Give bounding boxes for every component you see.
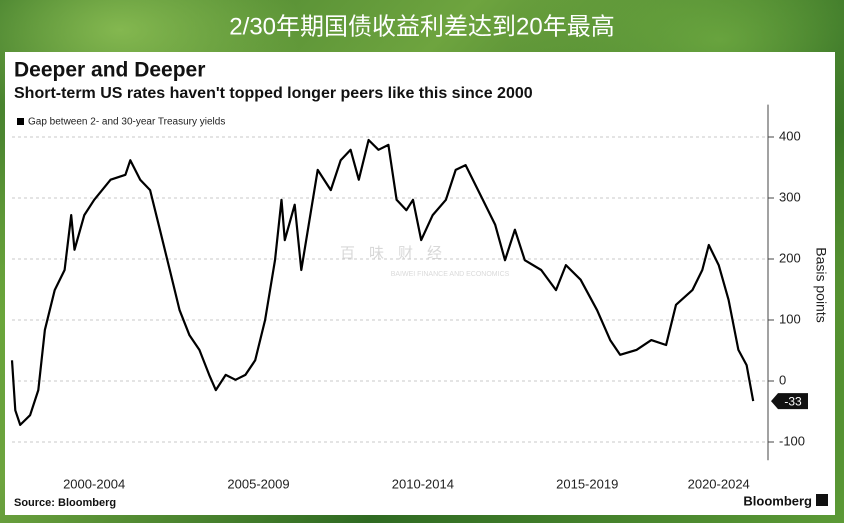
watermark-subtext: BAIWEI FINANCE AND ECONOMICS	[391, 271, 510, 278]
x-tick-label: 2005-2009	[227, 476, 289, 491]
brand-icon	[816, 494, 828, 506]
banner-title: 2/30年期国债收益利差达到20年最高	[229, 13, 614, 40]
y-axis-label: Basis points	[813, 247, 829, 322]
watermark-text: 百味财经	[340, 245, 456, 262]
y-tick-label: -100	[779, 433, 805, 448]
brand: Bloomberg	[743, 493, 812, 508]
y-tick-label: 300	[779, 189, 801, 204]
data-line	[10, 138, 755, 426]
chart-subtitle: Short-term US rates haven't topped longe…	[14, 85, 533, 102]
x-tick-label: 2000-2004	[63, 476, 125, 491]
last-value-tag	[771, 393, 808, 410]
y-tick-label: 0	[779, 372, 786, 387]
x-tick-label: 2015-2019	[556, 476, 618, 491]
x-tick-label: 2010-2014	[392, 476, 454, 491]
y-tick-label: 200	[779, 250, 801, 265]
y-tick-label: 400	[779, 128, 801, 143]
y-tick-label: 100	[779, 311, 801, 326]
chart-title: Deeper and Deeper	[14, 59, 205, 82]
legend-label: Gap between 2- and 30-year Treasury yiel…	[28, 117, 225, 128]
legend-swatch	[17, 118, 24, 125]
x-tick-label: 2020-2024	[688, 476, 750, 491]
source-note: Source: Bloomberg	[14, 497, 116, 509]
last-value-label: -33	[784, 394, 802, 408]
